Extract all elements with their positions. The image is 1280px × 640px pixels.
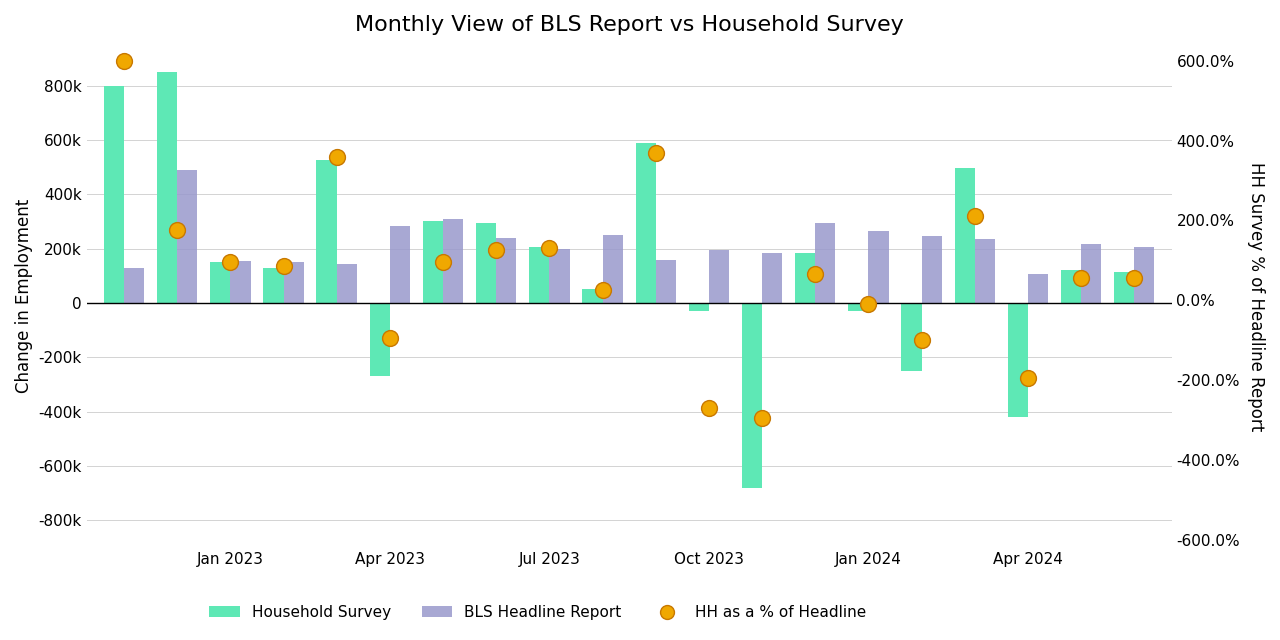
Bar bbox=[795, 253, 815, 303]
Bar bbox=[264, 268, 284, 303]
Bar bbox=[1007, 303, 1028, 417]
Bar bbox=[742, 303, 762, 488]
Bar bbox=[337, 264, 357, 303]
Bar bbox=[529, 247, 549, 303]
Bar bbox=[655, 260, 676, 303]
Bar bbox=[422, 221, 443, 303]
Bar bbox=[316, 161, 337, 303]
Bar bbox=[975, 239, 995, 303]
Bar bbox=[955, 168, 975, 303]
HH as a % of Headline bbox=[539, 243, 559, 253]
HH as a % of Headline bbox=[220, 257, 241, 268]
Bar bbox=[497, 238, 516, 303]
Bar bbox=[1134, 247, 1155, 303]
Bar bbox=[709, 250, 730, 303]
HH as a % of Headline bbox=[593, 285, 613, 295]
Bar bbox=[443, 219, 463, 303]
HH as a % of Headline bbox=[380, 333, 401, 343]
Bar bbox=[177, 170, 197, 303]
HH as a % of Headline bbox=[486, 245, 507, 255]
HH as a % of Headline bbox=[858, 299, 878, 309]
HH as a % of Headline bbox=[645, 147, 666, 157]
Bar bbox=[284, 262, 303, 303]
HH as a % of Headline bbox=[1071, 273, 1092, 284]
Bar bbox=[582, 289, 603, 303]
Bar bbox=[1082, 244, 1101, 303]
Legend: Household Survey, BLS Headline Report, HH as a % of Headline: Household Survey, BLS Headline Report, H… bbox=[204, 599, 872, 626]
Bar bbox=[815, 223, 836, 303]
HH as a % of Headline bbox=[326, 152, 347, 162]
HH as a % of Headline bbox=[166, 225, 187, 236]
HH as a % of Headline bbox=[699, 403, 719, 413]
HH as a % of Headline bbox=[114, 56, 134, 66]
Title: Monthly View of BLS Report vs Household Survey: Monthly View of BLS Report vs Household … bbox=[355, 15, 904, 35]
Bar bbox=[230, 261, 251, 303]
HH as a % of Headline bbox=[805, 269, 826, 280]
Bar bbox=[210, 262, 230, 303]
Bar bbox=[104, 86, 124, 303]
Bar bbox=[1028, 274, 1048, 303]
HH as a % of Headline bbox=[1124, 273, 1144, 284]
Bar bbox=[390, 225, 410, 303]
HH as a % of Headline bbox=[1018, 373, 1038, 383]
HH as a % of Headline bbox=[751, 413, 772, 423]
Bar bbox=[370, 303, 390, 376]
Bar bbox=[636, 143, 655, 303]
Bar bbox=[549, 249, 570, 303]
Bar bbox=[849, 303, 868, 311]
Bar bbox=[124, 268, 145, 303]
Bar bbox=[603, 235, 623, 303]
Bar bbox=[868, 231, 888, 303]
HH as a % of Headline bbox=[965, 211, 986, 221]
Bar bbox=[476, 223, 497, 303]
Bar bbox=[922, 236, 942, 303]
HH as a % of Headline bbox=[433, 257, 453, 268]
Bar bbox=[1114, 272, 1134, 303]
Y-axis label: Change in Employment: Change in Employment bbox=[15, 199, 33, 394]
Bar bbox=[901, 303, 922, 371]
HH as a % of Headline bbox=[911, 335, 932, 345]
Bar bbox=[689, 303, 709, 311]
HH as a % of Headline bbox=[274, 261, 294, 271]
Bar bbox=[157, 72, 177, 303]
Bar bbox=[762, 253, 782, 303]
Y-axis label: HH Survey % of Headline Report: HH Survey % of Headline Report bbox=[1247, 161, 1265, 431]
Bar bbox=[1061, 271, 1082, 303]
